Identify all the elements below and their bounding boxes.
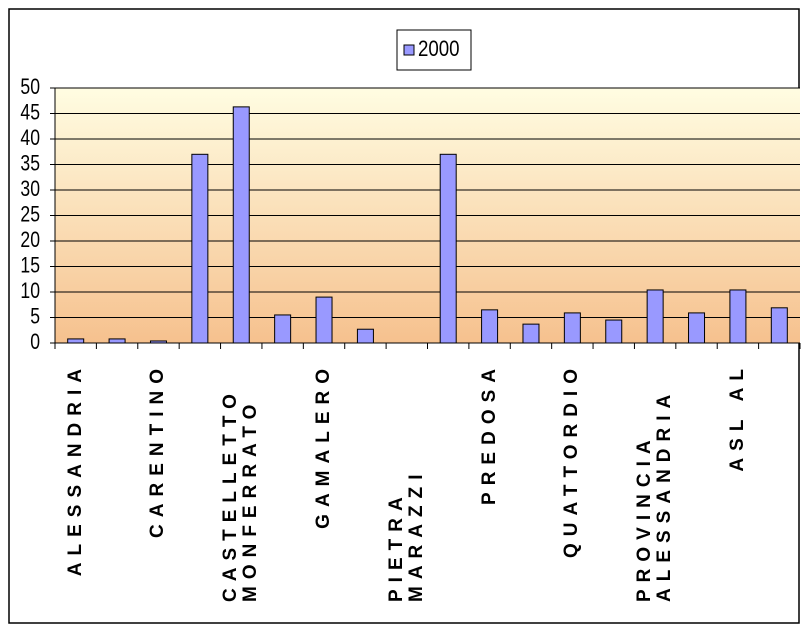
- bar: [770, 307, 788, 344]
- y-tick-label: 45: [20, 101, 40, 125]
- y-tick-label: 25: [20, 203, 40, 227]
- bar: [274, 314, 292, 344]
- y-tick-label: 5: [30, 305, 40, 329]
- x-tick-label: PREDOSA: [478, 362, 500, 505]
- x-tick-label: CASTELLETTO MONFERRATO: [220, 387, 262, 602]
- x-tick-label: GAMALERO: [313, 362, 335, 529]
- bar: [605, 319, 623, 344]
- bar: [729, 289, 747, 344]
- x-tick-label: CARENTINO: [147, 362, 169, 538]
- bar: [563, 312, 581, 344]
- y-tick-label: 15: [20, 254, 40, 278]
- x-tick-label-box: PIETRA MARAZZI: [377, 362, 437, 602]
- y-tick-label: 50: [20, 75, 40, 99]
- x-tick-label-box: QUATTORDIO: [542, 362, 602, 602]
- y-tick-label: 35: [20, 152, 40, 176]
- bar: [481, 309, 499, 344]
- legend-swatch: [403, 44, 415, 56]
- y-tick-label: 40: [20, 126, 40, 150]
- bar: [688, 312, 706, 344]
- x-tick-label: QUATTORDIO: [561, 362, 583, 558]
- bar: [67, 338, 85, 344]
- y-tick-label: 30: [20, 177, 40, 201]
- bar: [232, 106, 250, 344]
- bar: [108, 338, 126, 344]
- y-tick-label: 10: [20, 279, 40, 303]
- x-tick-label-box: CASTELLETTO MONFERRATO: [211, 362, 271, 602]
- x-tick-label-box: ALESSANDRIA: [46, 362, 106, 602]
- y-tick-label: 20: [20, 228, 40, 252]
- x-tick-label: ALESSANDRIA: [64, 362, 86, 577]
- x-tick-label: ASL AL: [726, 362, 748, 472]
- bar: [191, 153, 209, 344]
- x-tick-label-box: CARENTINO: [128, 362, 188, 602]
- x-tick-label: PIETRA MARAZZI: [385, 467, 427, 602]
- x-tick-label-box: PROVINCIA ALESSANDRIA: [625, 362, 685, 602]
- bar: [315, 296, 333, 344]
- x-tick-label-box: GAMALERO: [294, 362, 354, 602]
- legend-label: 2000: [418, 37, 460, 61]
- y-tick-label: 0: [30, 330, 40, 354]
- x-tick-label-box: ASL AL: [708, 362, 768, 602]
- bar: [149, 340, 167, 344]
- x-tick-label: PROVINCIA ALESSANDRIA: [634, 387, 676, 602]
- bar: [356, 328, 374, 344]
- x-tick-label-box: PREDOSA: [460, 362, 520, 602]
- bar: [646, 289, 664, 344]
- bar: [439, 153, 457, 344]
- bar: [522, 323, 540, 344]
